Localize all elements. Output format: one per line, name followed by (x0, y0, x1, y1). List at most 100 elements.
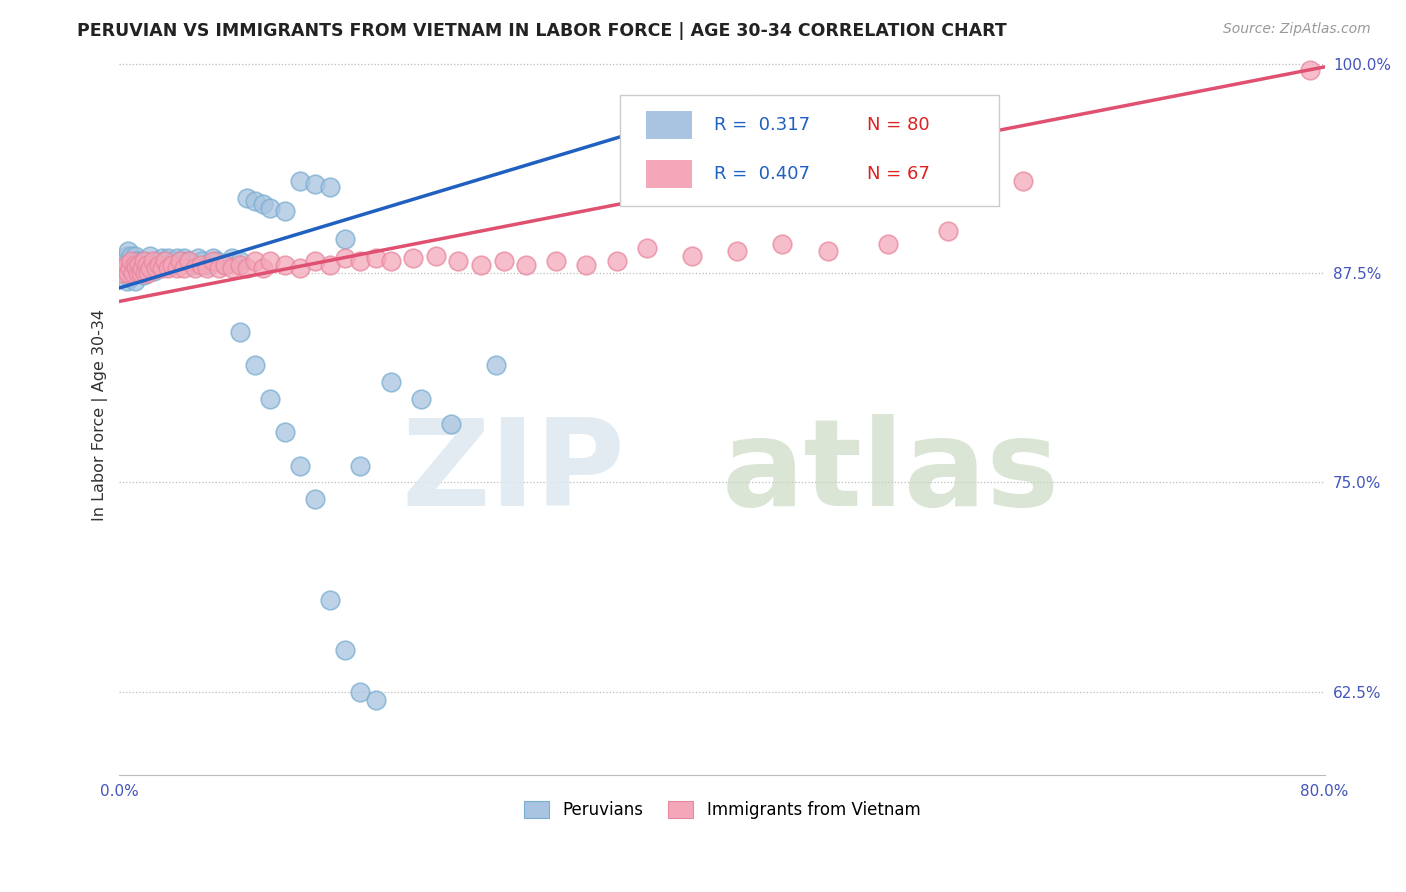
Point (606, 254, 628, 268)
Point (335, 232, 357, 246)
Point (173, 251, 195, 265)
Point (184, 260, 207, 275)
Point (176, 254, 198, 268)
Point (153, 254, 176, 268)
Point (319, 592, 342, 607)
Point (112, 260, 135, 275)
Point (159, 258, 181, 272)
Point (129, 266, 152, 280)
Point (195, 260, 218, 275)
Point (122, 266, 145, 280)
Point (124, 249, 146, 263)
Point (936, 224, 959, 238)
Point (132, 268, 155, 282)
Point (118, 260, 141, 275)
Point (409, 392, 432, 406)
Point (136, 264, 159, 278)
Point (221, 260, 243, 275)
Point (229, 325, 252, 339)
Point (125, 264, 148, 278)
Point (146, 254, 169, 268)
Point (290, 458, 312, 473)
Point (201, 251, 224, 265)
Point (259, 201, 281, 215)
Point (259, 392, 281, 406)
Point (124, 260, 146, 275)
Text: N = 80: N = 80 (866, 116, 929, 134)
Point (425, 249, 447, 263)
Point (259, 254, 281, 268)
Point (349, 458, 371, 473)
Point (274, 203, 297, 218)
Point (546, 254, 568, 268)
Point (148, 258, 170, 272)
Point (128, 264, 150, 278)
Point (150, 260, 173, 275)
Point (243, 194, 266, 208)
Point (115, 258, 138, 272)
Point (115, 249, 138, 263)
Point (243, 358, 266, 372)
Point (138, 260, 160, 275)
Point (135, 258, 157, 272)
Point (124, 258, 146, 272)
Point (132, 254, 155, 268)
Point (132, 258, 155, 272)
Point (380, 254, 402, 268)
Point (131, 260, 153, 275)
Point (335, 642, 357, 657)
FancyBboxPatch shape (620, 95, 1000, 206)
Point (364, 693, 387, 707)
Point (636, 241, 658, 255)
Point (117, 266, 139, 280)
Point (236, 190, 259, 204)
Point (117, 266, 139, 280)
Point (127, 266, 149, 280)
Point (128, 258, 150, 272)
Point (127, 266, 149, 280)
Point (304, 254, 326, 268)
Point (148, 260, 170, 275)
Point (173, 260, 195, 275)
Point (156, 251, 179, 265)
Point (180, 258, 202, 272)
Point (1298, 63, 1320, 78)
Point (125, 260, 148, 275)
Point (229, 258, 252, 272)
Point (143, 264, 166, 278)
Point (169, 254, 191, 268)
Point (492, 254, 515, 268)
Point (274, 258, 297, 272)
Legend: Peruvians, Immigrants from Vietnam: Peruvians, Immigrants from Vietnam (517, 794, 927, 826)
Point (221, 251, 243, 265)
Point (115, 274, 138, 288)
Point (138, 260, 160, 275)
Point (122, 266, 145, 280)
Text: ZIP: ZIP (402, 415, 626, 532)
Point (195, 258, 218, 272)
Point (725, 244, 748, 259)
Point (1012, 174, 1035, 188)
Point (134, 260, 156, 275)
Point (304, 491, 326, 506)
Point (470, 258, 492, 272)
Point (163, 254, 186, 268)
Point (817, 244, 839, 259)
Point (229, 254, 252, 268)
Point (118, 271, 141, 285)
Bar (647, 161, 692, 187)
Point (335, 251, 357, 265)
Point (364, 251, 387, 265)
Point (136, 266, 159, 280)
Point (160, 258, 183, 272)
Text: R =  0.407: R = 0.407 (714, 165, 810, 183)
Point (447, 254, 470, 268)
Point (243, 254, 266, 268)
Point (214, 258, 236, 272)
Text: PERUVIAN VS IMMIGRANTS FROM VIETNAM IN LABOR FORCE | AGE 30-34 CORRELATION CHART: PERUVIAN VS IMMIGRANTS FROM VIETNAM IN L… (77, 22, 1007, 40)
Point (112, 266, 135, 280)
Point (485, 358, 508, 372)
Point (770, 237, 793, 252)
Text: Source: ZipAtlas.com: Source: ZipAtlas.com (1223, 22, 1371, 37)
Point (142, 258, 165, 272)
